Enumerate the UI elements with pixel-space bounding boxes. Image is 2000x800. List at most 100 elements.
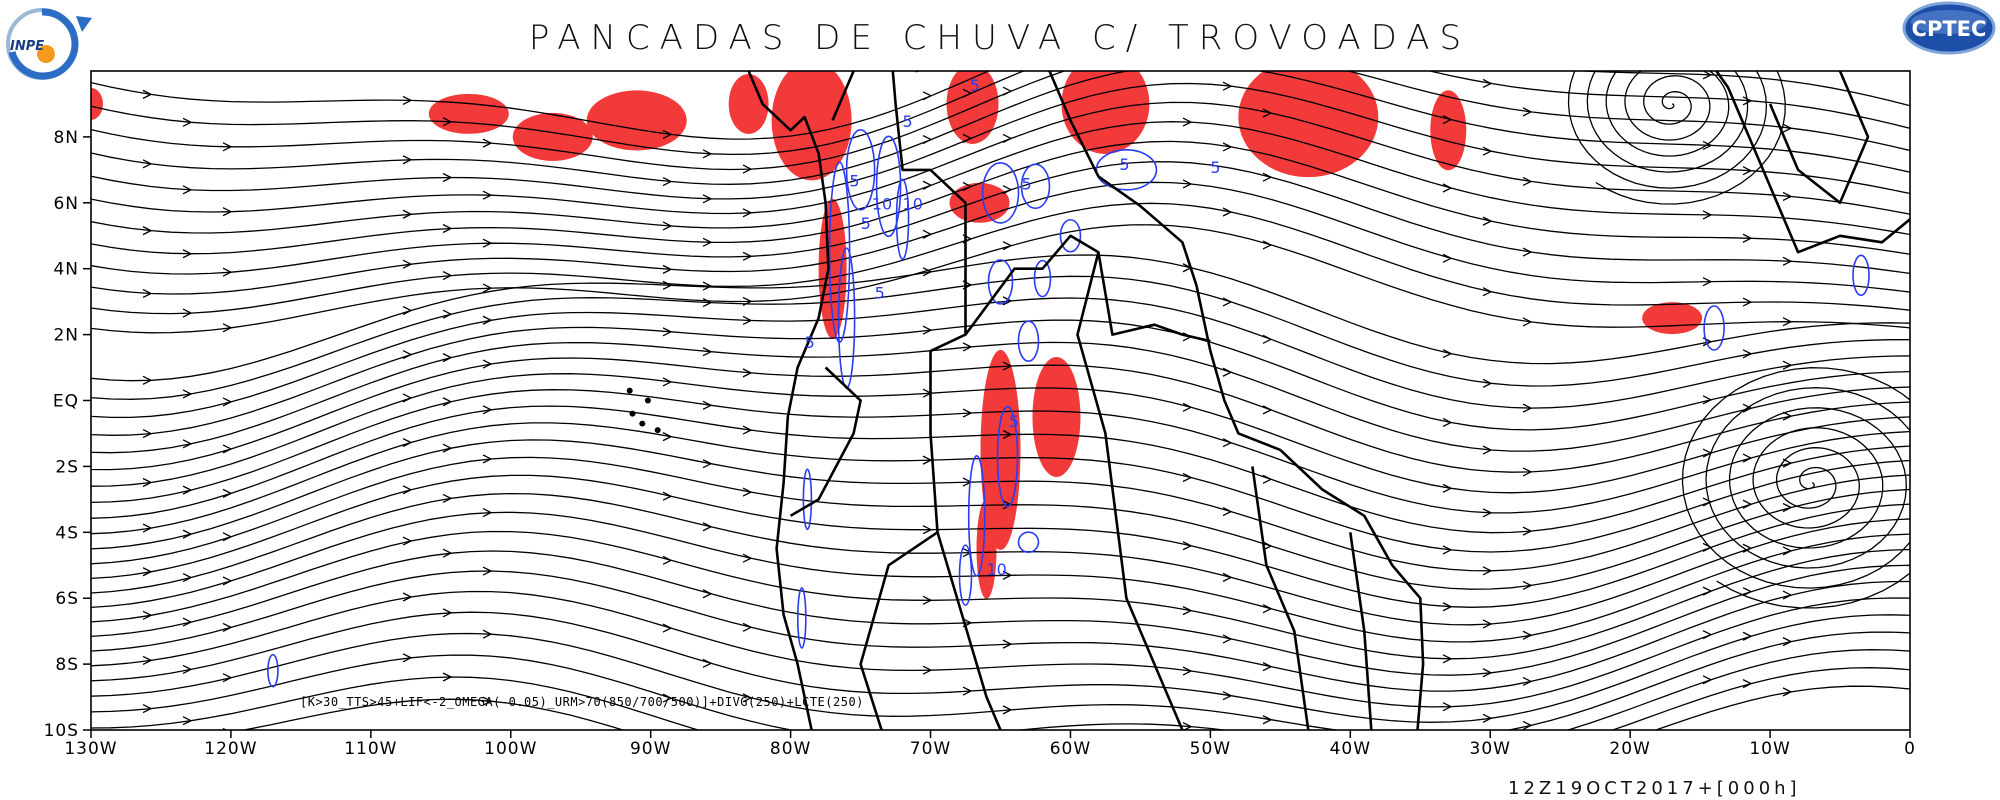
thunderstorm-shading (91, 71, 1703, 599)
streamline (91, 530, 1910, 660)
streamline-arrow (402, 536, 413, 546)
x-tick-label: 110W (344, 739, 397, 759)
streamline-arrow (142, 375, 153, 385)
shading-cell (949, 182, 1010, 223)
streamline-arrow (1222, 81, 1233, 91)
streamline-arrow (1263, 765, 1271, 773)
streamline-arrow (1222, 297, 1233, 307)
streamline-arrow (142, 610, 153, 620)
streamline-arrow (482, 629, 493, 639)
streamline-arrow (442, 608, 453, 618)
streamline (91, 389, 1910, 514)
streamline-arrow (922, 525, 933, 535)
coastline (1768, 71, 1870, 205)
streamline-arrow (742, 208, 753, 218)
streamline-arrow (1782, 590, 1793, 600)
streamline-arrow (1742, 453, 1753, 463)
contour-line (845, 129, 876, 211)
streamline-arrow (1782, 458, 1793, 468)
coastline (859, 71, 967, 730)
streamline-arrow (1782, 687, 1793, 697)
streamline-arrow (922, 180, 933, 190)
streamline-arrow (482, 359, 493, 369)
streamline (91, 611, 1910, 723)
streamline (91, 667, 1910, 730)
streamline-arrow (1782, 256, 1793, 266)
streamline-arrow (402, 393, 413, 403)
streamline (91, 71, 1910, 185)
streamline-arrow (1742, 403, 1753, 413)
coastline (936, 531, 1002, 730)
streamline-arrow (922, 229, 933, 239)
x-tick-label: 50W (1190, 739, 1231, 759)
streamline-arrow (1522, 176, 1533, 187)
contour-line (895, 178, 910, 261)
streamline-arrow (1182, 117, 1193, 127)
streamline-arrow (1782, 360, 1793, 370)
streamline-arrow (222, 673, 233, 683)
streamline-arrow (1742, 631, 1753, 641)
contour-line (987, 259, 1014, 305)
streamline (91, 224, 1910, 334)
streamline-arrow (402, 305, 413, 316)
streamline-arrow (1482, 146, 1493, 156)
streamline-arrow (142, 704, 153, 714)
inpe-logo-icon: INPE (6, 8, 92, 80)
shading-cell (976, 498, 997, 599)
x-tick-label: 30W (1470, 739, 1511, 759)
contour-line (1852, 254, 1870, 297)
streamline-arrow (1442, 483, 1453, 493)
streamline-arrow (662, 176, 673, 187)
streamline-arrow (1002, 429, 1013, 440)
streamline-arrow (1002, 705, 1013, 715)
coastline (1349, 532, 1373, 730)
streamline-arrow (742, 164, 753, 174)
streamline-arrow (1522, 467, 1533, 477)
streamline-arrow (922, 267, 933, 277)
streamline-arrow (1702, 675, 1713, 685)
contour-label: 5 (849, 171, 859, 190)
streamline-arrow (702, 281, 713, 291)
streamline-arrow (702, 149, 713, 159)
streamline (91, 590, 1910, 708)
streamline-arrow (1442, 114, 1453, 125)
streamline-arrow (482, 315, 493, 325)
y-tick-label: 4N (53, 260, 79, 280)
streamline-arrow (702, 459, 713, 469)
contour-label: 5 (875, 283, 885, 302)
streamline-arrow (1222, 691, 1233, 701)
contour-line (1703, 305, 1725, 351)
streamline-arrow (182, 117, 193, 127)
streamline-arrow (662, 280, 673, 290)
streamline-arrow (482, 138, 493, 148)
streamline-arrow (142, 655, 153, 665)
x-tick-label: 60W (1050, 739, 1091, 759)
streamline-arrow (702, 194, 713, 204)
streamline-arrow (182, 185, 193, 195)
contour-label: 10 (872, 194, 892, 213)
contour-line (267, 653, 279, 688)
streamline-arrow (962, 181, 973, 192)
contour-line (797, 587, 807, 649)
streamline-arrow (442, 548, 453, 558)
streamline (91, 649, 1910, 730)
coastline (789, 366, 862, 517)
streamline-arrow (442, 353, 453, 363)
streamline-arrow (142, 226, 153, 236)
streamline-arrow (1702, 140, 1713, 151)
contour-label: 5 (970, 76, 980, 95)
streamline-arrow (1002, 185, 1013, 195)
contour-label: 5 (1119, 155, 1129, 174)
shading-cell (1430, 90, 1467, 171)
streamline-arrow (1262, 108, 1273, 118)
streamline-arrow (702, 347, 713, 357)
streamline-arrow (1782, 191, 1793, 202)
streamline (91, 492, 1910, 626)
contour-line (875, 135, 902, 238)
contour-line (981, 162, 1020, 224)
streamline-arrow (1702, 586, 1713, 596)
streamline-arrow (702, 658, 713, 668)
streamline-arrow (442, 223, 453, 234)
streamline-arrow (442, 672, 453, 682)
